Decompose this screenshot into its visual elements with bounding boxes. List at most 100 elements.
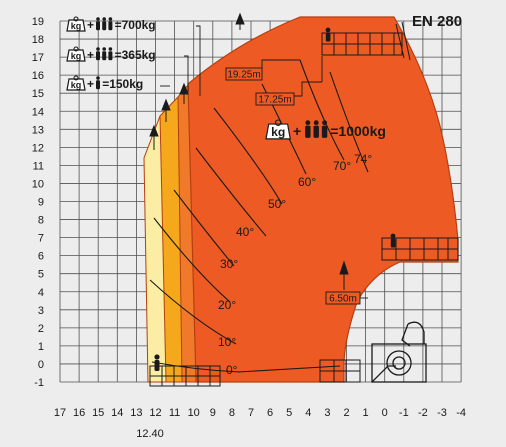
- boom-angle-lines: [149, 59, 369, 373]
- angle-label-0: 0°: [226, 363, 238, 377]
- load-capacity: =150kg: [102, 77, 143, 91]
- weight-icon-label: kg: [71, 21, 82, 31]
- basket-top: [321, 21, 411, 61]
- y-tick-label: 0: [38, 359, 44, 371]
- weight-icon-label: kg: [271, 125, 285, 139]
- weight-icon: [265, 123, 292, 140]
- y-tick-label: 9: [38, 197, 44, 209]
- person-icon: [102, 17, 106, 21]
- legend-row: kg + =150kg: [66, 75, 143, 91]
- model-name: EN 280: [412, 13, 462, 30]
- y-tick-label: 4: [38, 287, 44, 299]
- height-arrows: [149, 12, 349, 290]
- plus-sign: +: [87, 18, 94, 32]
- person-body-icon: [108, 21, 113, 31]
- leader-lines: [160, 25, 368, 299]
- boom-pivot-line-1: [237, 365, 341, 373]
- reach-label: 12.40: [136, 428, 164, 440]
- machine-base: [371, 321, 427, 383]
- y-tick-label: 1: [38, 341, 44, 353]
- angle-line-0: [151, 361, 241, 373]
- angle-line-30: [173, 189, 235, 267]
- working-zones: [143, 16, 459, 383]
- x-tick-label: 7: [248, 407, 254, 419]
- x-tick-label: 6: [267, 407, 273, 419]
- legend-row: kg + =700kg: [66, 16, 156, 32]
- y-tick-label: 5: [38, 269, 44, 281]
- x-tick-label: -3: [437, 407, 447, 419]
- angle-line-20: [153, 217, 231, 303]
- person-body-icon: [102, 51, 107, 61]
- person-body-icon: [102, 21, 107, 31]
- person-body-icon: [108, 51, 113, 61]
- basket-right: [381, 237, 459, 261]
- weight-icon: [66, 49, 86, 62]
- basket-bottom-right: [319, 359, 361, 383]
- angle-label-70: 70°: [333, 159, 351, 173]
- x-tick-label: 0: [382, 407, 388, 419]
- x-tick-label: 4: [305, 407, 311, 419]
- load-capacity: =365kg: [115, 48, 156, 62]
- weight-icon: [66, 19, 86, 32]
- x-tick-label: 13: [130, 407, 142, 419]
- weight-handle-icon: [73, 75, 79, 81]
- person-body-icon: [313, 125, 319, 138]
- person-body-icon: [96, 21, 100, 31]
- angle-label-50: 50°: [268, 197, 286, 211]
- person-icon: [96, 47, 100, 51]
- person-icon: [96, 17, 100, 21]
- angle-label-30: 30°: [220, 257, 238, 271]
- basket-bottom-left: [149, 365, 221, 387]
- x-tick-label: -2: [418, 407, 428, 419]
- y-tick-label: 11: [33, 160, 44, 172]
- x-tick-label: 5: [286, 407, 292, 419]
- x-tick-label: 14: [111, 407, 123, 419]
- weight-handle-icon: [73, 16, 79, 22]
- operator-figure: [154, 27, 396, 371]
- weight-icon: [66, 78, 86, 91]
- y-tick-label: 16: [32, 70, 44, 82]
- x-tick-label: 16: [73, 407, 85, 419]
- x-tick-label: -1: [399, 407, 409, 419]
- angle-label-20: 20°: [218, 298, 236, 312]
- svg-text:19.25m: 19.25m: [227, 70, 260, 81]
- angle-label-40: 40°: [236, 225, 254, 239]
- main-load-label: kg + =1000kg: [265, 119, 386, 140]
- svg-text:17.25m: 17.25m: [258, 95, 291, 106]
- x-tick-label: 1: [363, 407, 369, 419]
- x-tick-label: 8: [229, 407, 235, 419]
- weight-handle-icon: [274, 119, 282, 126]
- x-tick-label: -4: [456, 407, 466, 419]
- person-icon: [313, 120, 319, 126]
- load-capacity: =1000kg: [330, 123, 386, 139]
- y-tick-label: 6: [38, 251, 44, 263]
- x-tick-label: 2: [343, 407, 349, 419]
- x-tick-label: 15: [92, 407, 104, 419]
- y-tick-label: 19: [32, 16, 44, 28]
- angle-line-50: [213, 107, 283, 205]
- person-icon: [108, 17, 113, 21]
- angle-label-60: 60°: [298, 175, 316, 189]
- person-body-icon: [96, 51, 100, 61]
- angle-line-10: [149, 279, 237, 345]
- y-tick-label: 2: [38, 323, 44, 335]
- y-tick-label: 3: [38, 305, 44, 317]
- legend-row: kg + =365kg: [66, 46, 156, 62]
- person-icon: [102, 47, 106, 51]
- x-tick-label: 10: [188, 407, 200, 419]
- x-tick-label: 17: [54, 407, 66, 419]
- plus-sign: +: [293, 123, 301, 139]
- y-tick-label: 13: [32, 124, 44, 136]
- y-tick-label: 8: [38, 215, 44, 227]
- plus-sign: +: [87, 48, 94, 62]
- x-tick-label: 11: [169, 407, 180, 419]
- person-icon: [305, 120, 311, 126]
- plus-sign: +: [87, 77, 94, 91]
- load-capacity: =700kg: [115, 18, 156, 32]
- person-body-icon: [96, 80, 100, 90]
- angle-line-70: [299, 59, 345, 161]
- y-tick-label: 14: [32, 106, 44, 118]
